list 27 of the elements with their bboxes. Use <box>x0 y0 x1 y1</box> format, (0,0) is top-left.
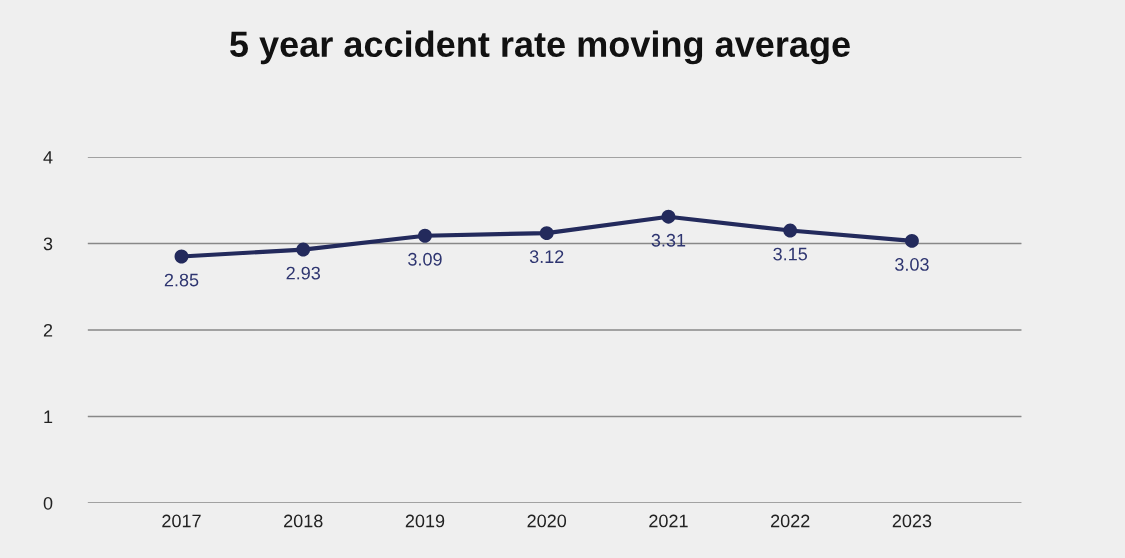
y-tick-label: 3 <box>43 237 53 251</box>
data-label: 3.03 <box>895 258 929 271</box>
point <box>539 226 554 241</box>
x-tick-label: 2021 <box>649 514 688 528</box>
data-label: 3.09 <box>408 252 442 266</box>
point <box>296 242 311 257</box>
point <box>174 249 189 264</box>
data-label: 2.93 <box>286 266 321 280</box>
x-tick-label: 2023 <box>892 514 932 528</box>
x-tick-label: 2018 <box>284 514 323 528</box>
point <box>661 209 676 224</box>
data-label: 3.15 <box>773 247 808 261</box>
x-tick-label: 2019 <box>405 514 445 528</box>
y-tick-label: 1 <box>44 410 53 424</box>
y-tick-label: 2 <box>43 323 53 337</box>
point <box>904 233 919 248</box>
x-tick-label: 2020 <box>527 514 567 528</box>
data-label: 2.85 <box>164 273 199 287</box>
x-tick-label: 2022 <box>771 514 810 528</box>
point <box>783 223 798 238</box>
chart-title: 5 year accident rate moving average <box>230 30 850 65</box>
y-tick-label: 4 <box>43 151 53 164</box>
y-tick-label: 0 <box>43 496 53 510</box>
point <box>418 228 432 243</box>
x-tick-label: 2017 <box>162 514 201 528</box>
data-label: 3.12 <box>529 250 564 264</box>
data-label: 3.31 <box>651 233 686 247</box>
